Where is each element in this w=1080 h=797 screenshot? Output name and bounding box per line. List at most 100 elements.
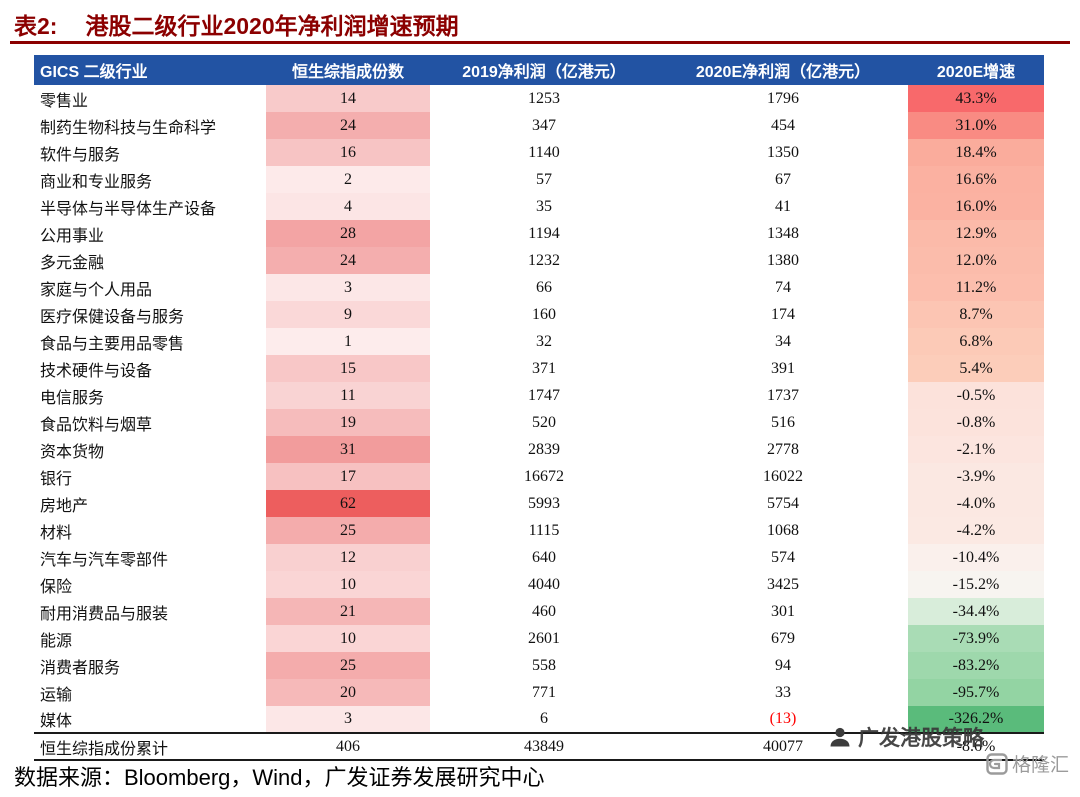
count-cell: 20 (266, 679, 430, 706)
profit-2019-cell: 520 (532, 413, 556, 431)
profit-2019-cell: 1253 (528, 89, 560, 107)
growth-cell: -15.2% (908, 571, 1044, 598)
profit-2020e-cell: 1348 (767, 224, 799, 242)
profit-2020e-cell: 34 (775, 332, 791, 350)
table-row: 软件与服务 16 1140 1350 18.4% (34, 139, 1044, 166)
profit-2019-cell: 771 (532, 683, 556, 701)
gelonghui-logo: 格隆汇 (986, 750, 1069, 777)
count-cell: 21 (266, 598, 430, 625)
count-cell: 12 (266, 544, 430, 571)
gelonghui-logo-text: 格隆汇 (1012, 755, 1070, 776)
industry-cell: 制药生物科技与生命科学 (40, 119, 217, 137)
count-cell: 406 (266, 732, 430, 761)
growth-cell: -0.5% (908, 382, 1044, 409)
table-row: 媒体 3 6 (13) -326.2% (34, 706, 1044, 733)
header-profit-2020e: 2020E净利润（亿港元） (658, 55, 908, 85)
industry-table: GICS 二级行业 恒生综指成份数 2019净利润（亿港元） 2020E净利润（… (34, 55, 1044, 761)
watermark-brand-text: 广发港股策略 (858, 727, 984, 750)
growth-cell: 12.9% (908, 220, 1044, 247)
growth-cell: 16.0% (908, 193, 1044, 220)
table-row: 医疗保健设备与服务 9 160 174 8.7% (34, 301, 1044, 328)
industry-cell: 耐用消费品与服装 (40, 605, 169, 623)
header-row: GICS 二级行业 恒生综指成份数 2019净利润（亿港元） 2020E净利润（… (34, 55, 1044, 85)
industry-cell: 商业和专业服务 (40, 173, 153, 191)
industry-cell: 运输 (40, 686, 73, 704)
table-title-text: 港股二级行业2020年净利润增速预期 (85, 13, 459, 39)
count-cell: 1 (266, 328, 430, 355)
header-growth: 2020E增速 (908, 55, 1044, 85)
count-cell: 2 (266, 166, 430, 193)
profit-2020e-cell: (13) (769, 710, 797, 727)
growth-cell: -0.8% (908, 409, 1044, 436)
table-row: 能源 10 2601 679 -73.9% (34, 625, 1044, 652)
profit-2020e-cell: 1350 (767, 143, 799, 161)
table-row: 商业和专业服务 2 57 67 16.6% (34, 166, 1044, 193)
industry-cell: 公用事业 (40, 227, 105, 245)
total-row: 恒生综指成份累计 406 43849 40077 -8.6% (34, 732, 1044, 761)
table-row: 房地产 62 5993 5754 -4.0% (34, 490, 1044, 517)
table-row: 多元金融 24 1232 1380 12.0% (34, 247, 1044, 274)
data-source: 数据来源：Bloomberg，Wind，广发证券发展研究中心 (14, 765, 545, 790)
profit-2020e-cell: 33 (775, 683, 791, 701)
industry-cell: 医疗保健设备与服务 (40, 308, 185, 326)
table-row: 耐用消费品与服装 21 460 301 -34.4% (34, 598, 1044, 625)
watermark-brand: 广发港股策略 (828, 722, 984, 752)
profit-2019-cell: 32 (536, 332, 552, 350)
profit-2019-cell: 2601 (528, 629, 560, 647)
industry-cell: 媒体 (40, 713, 73, 730)
table-number: 表2: (14, 13, 58, 39)
profit-2019-cell: 35 (536, 197, 552, 215)
industry-cell: 食品饮料与烟草 (40, 416, 153, 434)
profit-2020e-cell: 2778 (767, 440, 799, 458)
table-row: 消费者服务 25 558 94 -83.2% (34, 652, 1044, 679)
count-cell: 10 (266, 571, 430, 598)
profit-2019-cell: 5993 (528, 494, 560, 512)
table-title: 表2: 港股二级行业2020年净利润增速预期 (14, 7, 459, 41)
table-row: 技术硬件与设备 15 371 391 5.4% (34, 355, 1044, 382)
table-header: GICS 二级行业 恒生综指成份数 2019净利润（亿港元） 2020E净利润（… (34, 55, 1044, 85)
growth-cell: -4.0% (908, 490, 1044, 517)
table-row: 保险 10 4040 3425 -15.2% (34, 571, 1044, 598)
industry-cell: 保险 (40, 578, 73, 596)
profit-2020e-cell: 516 (771, 413, 795, 431)
profit-2019-cell: 1747 (528, 386, 560, 404)
table-row: 制药生物科技与生命科学 24 347 454 31.0% (34, 112, 1044, 139)
profit-2019-cell: 1194 (528, 224, 560, 242)
profit-2020e-cell: 67 (775, 170, 791, 188)
profit-2020e-cell: 454 (771, 116, 795, 134)
table-row: 电信服务 11 1747 1737 -0.5% (34, 382, 1044, 409)
profit-2020e-cell: 40077 (658, 732, 908, 761)
profit-2019-cell: 460 (532, 602, 556, 620)
profit-2020e-cell: 1068 (767, 521, 799, 539)
profit-2019-cell: 16672 (524, 467, 564, 485)
profit-2020e-cell: 5754 (767, 494, 799, 512)
header-profit-2019: 2019净利润（亿港元） (430, 55, 658, 85)
profit-2020e-cell: 1737 (767, 386, 799, 404)
industry-cell: 汽车与汽车零部件 (40, 551, 169, 569)
profit-2020e-cell: 174 (771, 305, 795, 323)
count-cell: 9 (266, 301, 430, 328)
growth-cell: -10.4% (908, 544, 1044, 571)
profit-2020e-cell: 41 (775, 197, 791, 215)
table-row: 资本货物 31 2839 2778 -2.1% (34, 436, 1044, 463)
profit-2019-cell: 347 (532, 116, 556, 134)
count-cell: 16 (266, 139, 430, 166)
profit-2019-cell: 160 (532, 305, 556, 323)
table-row: 半导体与半导体生产设备 4 35 41 16.0% (34, 193, 1044, 220)
industry-cell: 技术硬件与设备 (40, 362, 153, 380)
count-cell: 15 (266, 355, 430, 382)
count-cell: 31 (266, 436, 430, 463)
industry-cell: 材料 (40, 524, 73, 542)
profit-2019-cell: 1232 (528, 251, 560, 269)
growth-cell: 31.0% (908, 112, 1044, 139)
profit-2020e-cell: 3425 (767, 575, 799, 593)
growth-cell: 8.7% (908, 301, 1044, 328)
profit-2019-cell: 1140 (528, 143, 560, 161)
count-cell: 17 (266, 463, 430, 490)
table-row: 汽车与汽车零部件 12 640 574 -10.4% (34, 544, 1044, 571)
growth-cell: 43.3% (908, 85, 1044, 112)
count-cell: 11 (266, 382, 430, 409)
growth-cell: -4.2% (908, 517, 1044, 544)
table-row: 家庭与个人用品 3 66 74 11.2% (34, 274, 1044, 301)
